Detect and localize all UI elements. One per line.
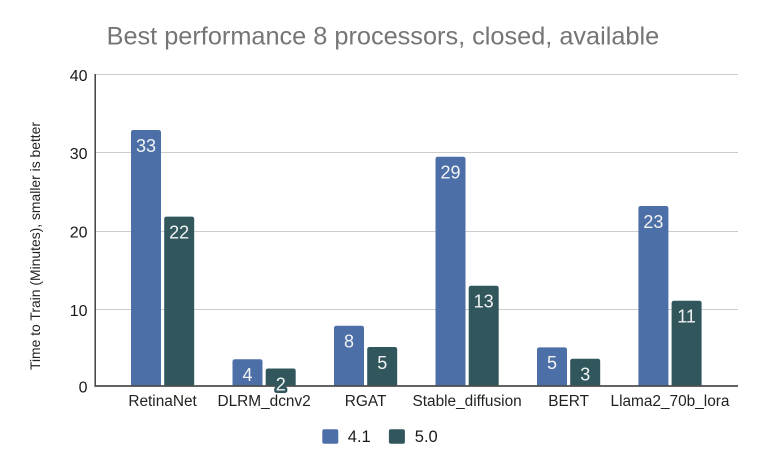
svg-text:3: 3 — [580, 365, 590, 385]
svg-text:5: 5 — [547, 353, 557, 373]
svg-text:2: 2 — [276, 374, 286, 394]
svg-text:RGAT: RGAT — [345, 393, 387, 410]
svg-text:5: 5 — [377, 353, 387, 373]
svg-text:5.0: 5.0 — [415, 428, 438, 446]
svg-text:10: 10 — [70, 303, 88, 320]
svg-text:20: 20 — [70, 225, 88, 242]
svg-text:23: 23 — [643, 212, 663, 232]
svg-text:11: 11 — [677, 307, 696, 327]
svg-text:29: 29 — [440, 163, 460, 183]
svg-text:4: 4 — [242, 365, 252, 385]
svg-text:Time to Train (Minutes), small: Time to Train (Minutes), smaller is bett… — [27, 122, 43, 370]
svg-text:30: 30 — [70, 146, 88, 163]
svg-text:DLRM_dcnv2: DLRM_dcnv2 — [217, 393, 310, 410]
svg-text:Stable_diffusion: Stable_diffusion — [412, 393, 521, 410]
svg-text:4.1: 4.1 — [348, 428, 371, 446]
svg-text:0: 0 — [79, 380, 88, 397]
svg-text:RetinaNet: RetinaNet — [128, 393, 197, 410]
svg-text:8: 8 — [344, 332, 354, 352]
svg-text:40: 40 — [70, 68, 88, 85]
svg-text:22: 22 — [169, 222, 189, 242]
svg-text:33: 33 — [136, 136, 156, 156]
svg-text:Best performance 8 processors,: Best performance 8 processors, closed, a… — [107, 23, 660, 51]
svg-text:Llama2_70b_lora: Llama2_70b_lora — [611, 393, 730, 410]
svg-text:13: 13 — [474, 292, 494, 312]
svg-text:BERT: BERT — [548, 393, 589, 410]
